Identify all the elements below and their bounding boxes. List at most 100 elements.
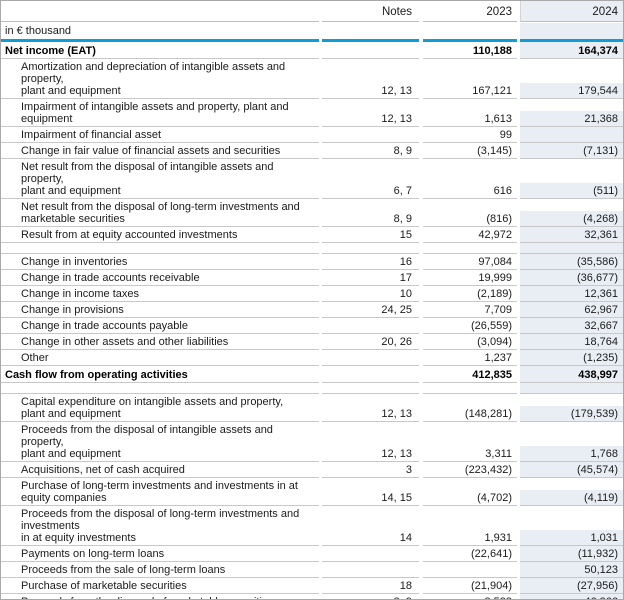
row-value-2023: 42,972 bbox=[423, 227, 517, 243]
row-notes bbox=[322, 127, 419, 143]
unit-notes-cell bbox=[322, 23, 419, 42]
unit-label: in € thousand bbox=[1, 22, 319, 42]
row-value-2023: 1,931 bbox=[423, 530, 517, 546]
row-value-2023: (4,702) bbox=[423, 490, 517, 506]
row-value-2023: (148,281) bbox=[423, 406, 517, 422]
row-value-2024: 46,866 bbox=[520, 594, 623, 599]
row-notes: 18 bbox=[322, 578, 419, 594]
row-value-2024: (511) bbox=[520, 183, 623, 199]
row-label bbox=[1, 243, 319, 254]
row-value-2023: (22,641) bbox=[423, 546, 517, 562]
row-value-2024: 21,368 bbox=[520, 111, 623, 127]
row-notes: 10 bbox=[322, 286, 419, 302]
unit-2024-cell bbox=[520, 23, 623, 42]
header-year-2024: 2024 bbox=[520, 1, 623, 22]
table-row: Impairment of financial asset 99 bbox=[1, 127, 623, 143]
table-row: Other 1,237 (1,235) bbox=[1, 350, 623, 366]
row-value-2024 bbox=[520, 243, 623, 254]
row-label: Change in other assets and other liabili… bbox=[1, 334, 319, 350]
row-value-2023: (21,904) bbox=[423, 578, 517, 594]
row-label: Purchase of marketable securities bbox=[1, 578, 319, 594]
row-value-2023 bbox=[423, 562, 517, 578]
row-label: Net result from the disposal of long-ter… bbox=[1, 199, 319, 227]
row-value-2023: (3,145) bbox=[423, 143, 517, 159]
row-notes: 6, 7 bbox=[322, 183, 419, 199]
row-notes: 8, 9 bbox=[322, 143, 419, 159]
row-value-2024: 50,123 bbox=[520, 562, 623, 578]
row-notes: 3 bbox=[322, 462, 419, 478]
row-notes: 15 bbox=[322, 227, 419, 243]
row-value-2024: (45,574) bbox=[520, 462, 623, 478]
row-label: Other bbox=[1, 350, 319, 366]
row-notes: 8, 9 bbox=[322, 211, 419, 227]
table-row: Change in provisions 24, 25 7,709 62,967 bbox=[1, 302, 623, 318]
header-spacer bbox=[1, 1, 319, 22]
row-value-2024: (36,677) bbox=[520, 270, 623, 286]
row-label: Proceeds from the disposal of long-term … bbox=[1, 506, 319, 546]
row-label: Change in fair value of financial assets… bbox=[1, 143, 319, 159]
table-row: Purchase of marketable securities 18 (21… bbox=[1, 578, 623, 594]
row-label: Proceeds from the sale of long-term loan… bbox=[1, 562, 319, 578]
row-value-2024: (35,586) bbox=[520, 254, 623, 270]
row-label: Purchase of long-term investments and in… bbox=[1, 478, 319, 506]
row-value-2024 bbox=[520, 383, 623, 394]
row-label bbox=[1, 383, 319, 394]
row-label: Change in income taxes bbox=[1, 286, 319, 302]
row-value-2023: 8,528 bbox=[423, 594, 517, 599]
table-row: Result from at equity accounted investme… bbox=[1, 227, 623, 243]
unit-2023-cell bbox=[423, 23, 517, 42]
row-label: Proceeds from the disposal of intangible… bbox=[1, 422, 319, 462]
table-row: Change in income taxes 10 (2,189) 12,361 bbox=[1, 286, 623, 302]
row-label: Change in trade accounts payable bbox=[1, 318, 319, 334]
row-value-2023: 110,188 bbox=[423, 42, 517, 59]
row-label: Impairment of financial asset bbox=[1, 127, 319, 143]
row-value-2024: 32,667 bbox=[520, 318, 623, 334]
table-row bbox=[1, 383, 623, 394]
row-value-2023 bbox=[423, 243, 517, 254]
row-notes: 12, 13 bbox=[322, 446, 419, 462]
row-value-2023: 19,999 bbox=[423, 270, 517, 286]
table-row: Change in trade accounts receivable 17 1… bbox=[1, 270, 623, 286]
table-row: Cash flow from operating activities 412,… bbox=[1, 366, 623, 383]
row-notes bbox=[322, 366, 419, 383]
row-value-2023: 1,237 bbox=[423, 350, 517, 366]
row-value-2023: 99 bbox=[423, 127, 517, 143]
table-body: Net income (EAT) 110,188 164,374 Amortiz… bbox=[1, 42, 623, 599]
row-value-2024: (1,235) bbox=[520, 350, 623, 366]
table-row: Acquisitions, net of cash acquired 3 (22… bbox=[1, 462, 623, 478]
table-row: Purchase of long-term investments and in… bbox=[1, 478, 623, 506]
row-value-2024 bbox=[520, 127, 623, 143]
row-label: Result from at equity accounted investme… bbox=[1, 227, 319, 243]
row-notes bbox=[322, 318, 419, 334]
row-value-2023: 167,121 bbox=[423, 83, 517, 99]
row-notes: 14, 15 bbox=[322, 490, 419, 506]
row-notes: 12, 13 bbox=[322, 83, 419, 99]
row-notes: 20, 26 bbox=[322, 334, 419, 350]
row-label: Net income (EAT) bbox=[1, 42, 319, 59]
row-label: Impairment of intangible assets and prop… bbox=[1, 99, 319, 127]
row-value-2023: 616 bbox=[423, 183, 517, 199]
row-label: Change in provisions bbox=[1, 302, 319, 318]
row-value-2024: (7,131) bbox=[520, 143, 623, 159]
row-value-2024: (4,119) bbox=[520, 490, 623, 506]
row-value-2024: (27,956) bbox=[520, 578, 623, 594]
table-row: Proceeds from the disposal of intangible… bbox=[1, 422, 623, 462]
row-notes bbox=[322, 243, 419, 254]
row-notes bbox=[322, 42, 419, 59]
table-row: Amortization and depreciation of intangi… bbox=[1, 59, 623, 99]
row-notes bbox=[322, 562, 419, 578]
row-value-2023: (26,559) bbox=[423, 318, 517, 334]
row-label: Cash flow from operating activities bbox=[1, 366, 319, 383]
row-value-2024: 1,031 bbox=[520, 530, 623, 546]
row-label: Proceeds from the disposal of marketable… bbox=[1, 594, 319, 599]
table-row: Impairment of intangible assets and prop… bbox=[1, 99, 623, 127]
row-value-2024: 32,361 bbox=[520, 227, 623, 243]
table-row: Net result from the disposal of long-ter… bbox=[1, 199, 623, 227]
row-notes: 12, 13 bbox=[322, 406, 419, 422]
row-notes: 12, 13 bbox=[322, 111, 419, 127]
row-notes: 14 bbox=[322, 530, 419, 546]
unit-row: in € thousand bbox=[1, 22, 623, 42]
table-row: Change in trade accounts payable (26,559… bbox=[1, 318, 623, 334]
table-row: Net income (EAT) 110,188 164,374 bbox=[1, 42, 623, 59]
